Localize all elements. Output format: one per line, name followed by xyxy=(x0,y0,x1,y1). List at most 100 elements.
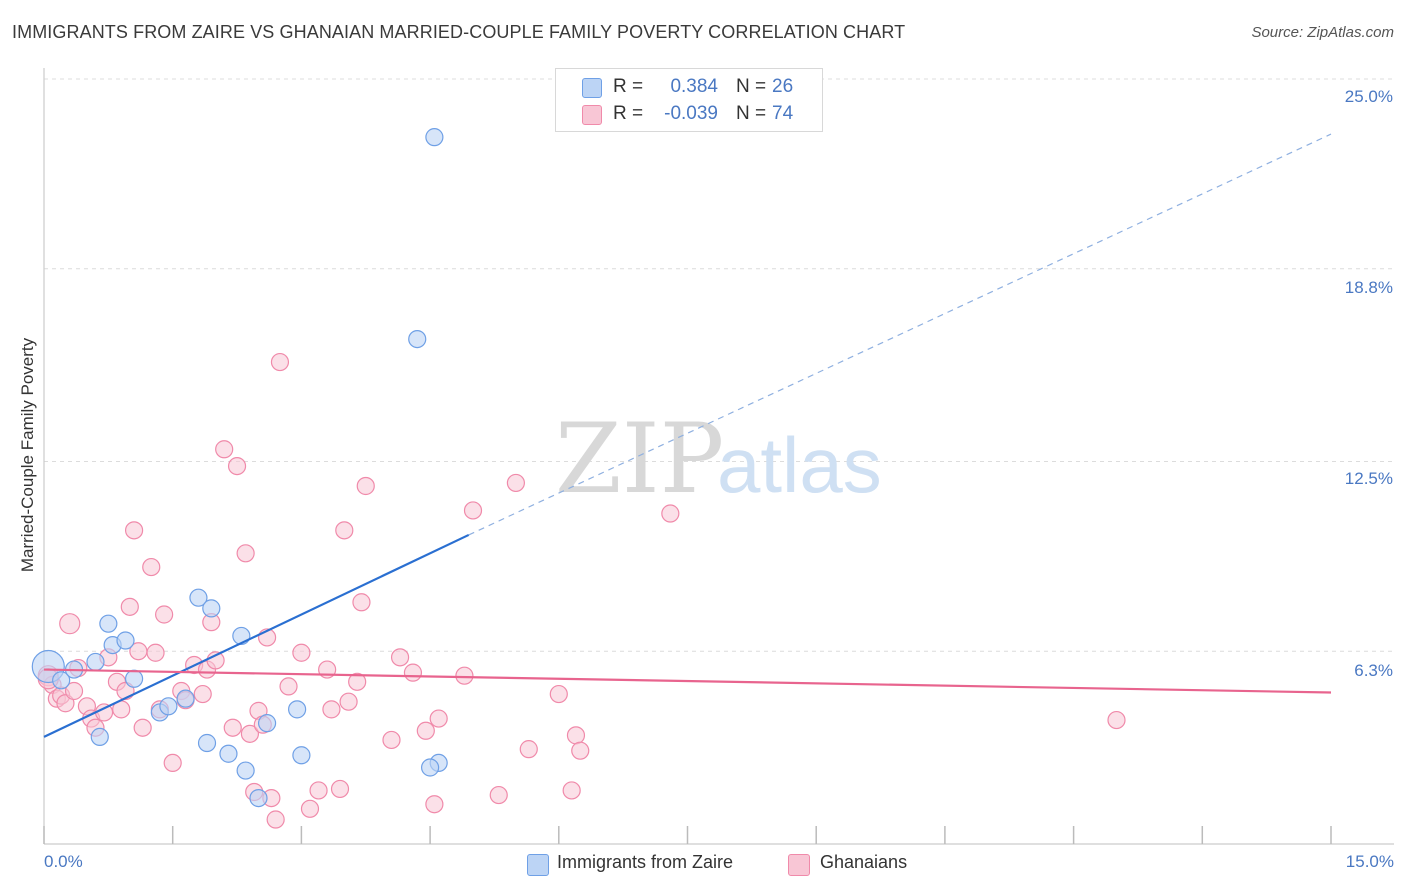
y-tick-label: 12.5% xyxy=(1344,469,1393,488)
ghanaians-point xyxy=(266,810,285,829)
x-tick-label-max: 15.0% xyxy=(1345,852,1394,871)
zaire-point xyxy=(257,714,277,733)
zaire-point xyxy=(124,669,144,688)
zaire-point xyxy=(159,697,178,716)
ghanaians-point xyxy=(236,544,255,563)
zaire-point xyxy=(52,671,71,690)
zaire-point xyxy=(86,652,105,672)
ghanaians-point xyxy=(279,677,298,696)
ghanaians-point xyxy=(566,726,586,745)
ghanaians-point xyxy=(300,799,320,818)
ghanaians-point xyxy=(562,781,581,800)
ghanaians-point xyxy=(390,648,410,667)
ghanaians-point xyxy=(322,700,341,719)
legend-swatch-ghanaians xyxy=(582,105,602,125)
legend-n-value: 26 xyxy=(772,76,794,97)
source-label: Source: ZipAtlas.com xyxy=(1251,24,1394,41)
ghanaians-point xyxy=(223,718,242,737)
ghanaians-point xyxy=(661,504,680,523)
bottom-legend-zaire: Immigrants from Zaire xyxy=(557,852,734,872)
chart-title: IMMIGRANTS FROM ZAIRE VS GHANAIAN MARRIE… xyxy=(12,22,906,42)
ghanaians-point xyxy=(330,779,350,799)
legend-n-value: 74 xyxy=(772,103,794,124)
ghanaians-point xyxy=(309,781,328,800)
ghanaians-point xyxy=(425,795,444,814)
ghanaians-point xyxy=(155,605,174,624)
ghanaians-point xyxy=(240,724,260,743)
watermark-atlas: atlas xyxy=(717,421,882,509)
zaire-point xyxy=(90,727,109,747)
legend-n-label: N = xyxy=(736,76,767,97)
zaire-point xyxy=(292,746,311,765)
ghanaians-point xyxy=(124,521,144,540)
ghanaians-point xyxy=(382,730,401,750)
legend-r-label: R = xyxy=(613,76,644,97)
ghanaians-point xyxy=(348,672,367,691)
ghanaians-point xyxy=(403,663,423,682)
zaire-point xyxy=(202,599,221,618)
ghanaians-point xyxy=(455,666,474,685)
x-tick-label-min: 0.0% xyxy=(44,852,83,871)
ghanaians-point xyxy=(227,456,247,476)
correlation-legend: R = 0.384 N = 26 R = -0.039 N = 74 xyxy=(555,68,823,132)
ghanaians-point xyxy=(292,643,311,662)
zaire-trend-line xyxy=(43,533,470,738)
zaire-point xyxy=(236,761,255,780)
ghanaians-point xyxy=(429,709,448,728)
ghanaians-point xyxy=(215,440,234,459)
zaire-point xyxy=(189,588,208,607)
zaire-points xyxy=(31,128,448,808)
watermark-zip: ZIP xyxy=(555,403,724,515)
ghanaians-point xyxy=(64,681,84,701)
ghanaians-point xyxy=(120,597,139,616)
ghanaians-point xyxy=(270,352,290,372)
legend-r-label: R = xyxy=(613,103,644,124)
zaire-point xyxy=(408,330,427,349)
ghanaians-point xyxy=(1107,710,1126,730)
bottom-legend-ghanaians: Ghanaians xyxy=(820,852,908,872)
ghanaians-point xyxy=(146,643,165,662)
zaire-point xyxy=(116,631,135,650)
y-tick-label: 18.8% xyxy=(1344,278,1393,297)
ghanaians-point xyxy=(489,785,508,805)
ghanaians-point xyxy=(142,557,161,577)
zaire-trend-extension xyxy=(468,133,1332,536)
zaire-point xyxy=(99,614,118,633)
ghanaians-point xyxy=(339,692,358,711)
zaire-point xyxy=(288,700,307,719)
ghanaians-point xyxy=(59,613,81,635)
gridlines xyxy=(44,78,1394,652)
zaire-point xyxy=(219,744,238,763)
ghanaians-point xyxy=(519,740,538,759)
ghanaians-point xyxy=(352,593,371,612)
y-tick-label: 6.3% xyxy=(1354,661,1393,680)
ghanaians-point xyxy=(163,753,182,773)
bottom-legend-swatch-ghanaians xyxy=(788,854,810,876)
zaire-point xyxy=(197,733,217,753)
legend-r-value: -0.039 xyxy=(664,103,718,124)
ghanaians-point xyxy=(416,721,435,740)
ghanaians-point xyxy=(463,501,483,520)
legend-r-value: 0.384 xyxy=(670,76,718,97)
legend-n-label: N = xyxy=(736,103,767,124)
ghanaians-point xyxy=(506,473,526,493)
y-tick-label: 25.0% xyxy=(1344,87,1393,106)
y-axis-label: Married-Couple Family Poverty xyxy=(18,337,37,573)
ghanaians-point xyxy=(133,718,152,737)
axes xyxy=(43,68,1394,845)
ghanaians-point xyxy=(571,741,590,760)
ghanaians-point xyxy=(193,684,212,704)
zaire-point xyxy=(425,128,444,147)
trend-lines xyxy=(43,133,1332,738)
bottom-legend-swatch-zaire xyxy=(527,854,549,876)
zaire-point xyxy=(176,689,195,708)
legend-swatch-zaire xyxy=(582,78,602,98)
zaire-point xyxy=(249,788,268,808)
ghanaians-trend-line xyxy=(43,668,1332,694)
ghanaians-point xyxy=(335,521,354,540)
ghanaians-point xyxy=(356,476,375,496)
ghanaians-point xyxy=(549,684,568,704)
zaire-point xyxy=(421,758,440,777)
